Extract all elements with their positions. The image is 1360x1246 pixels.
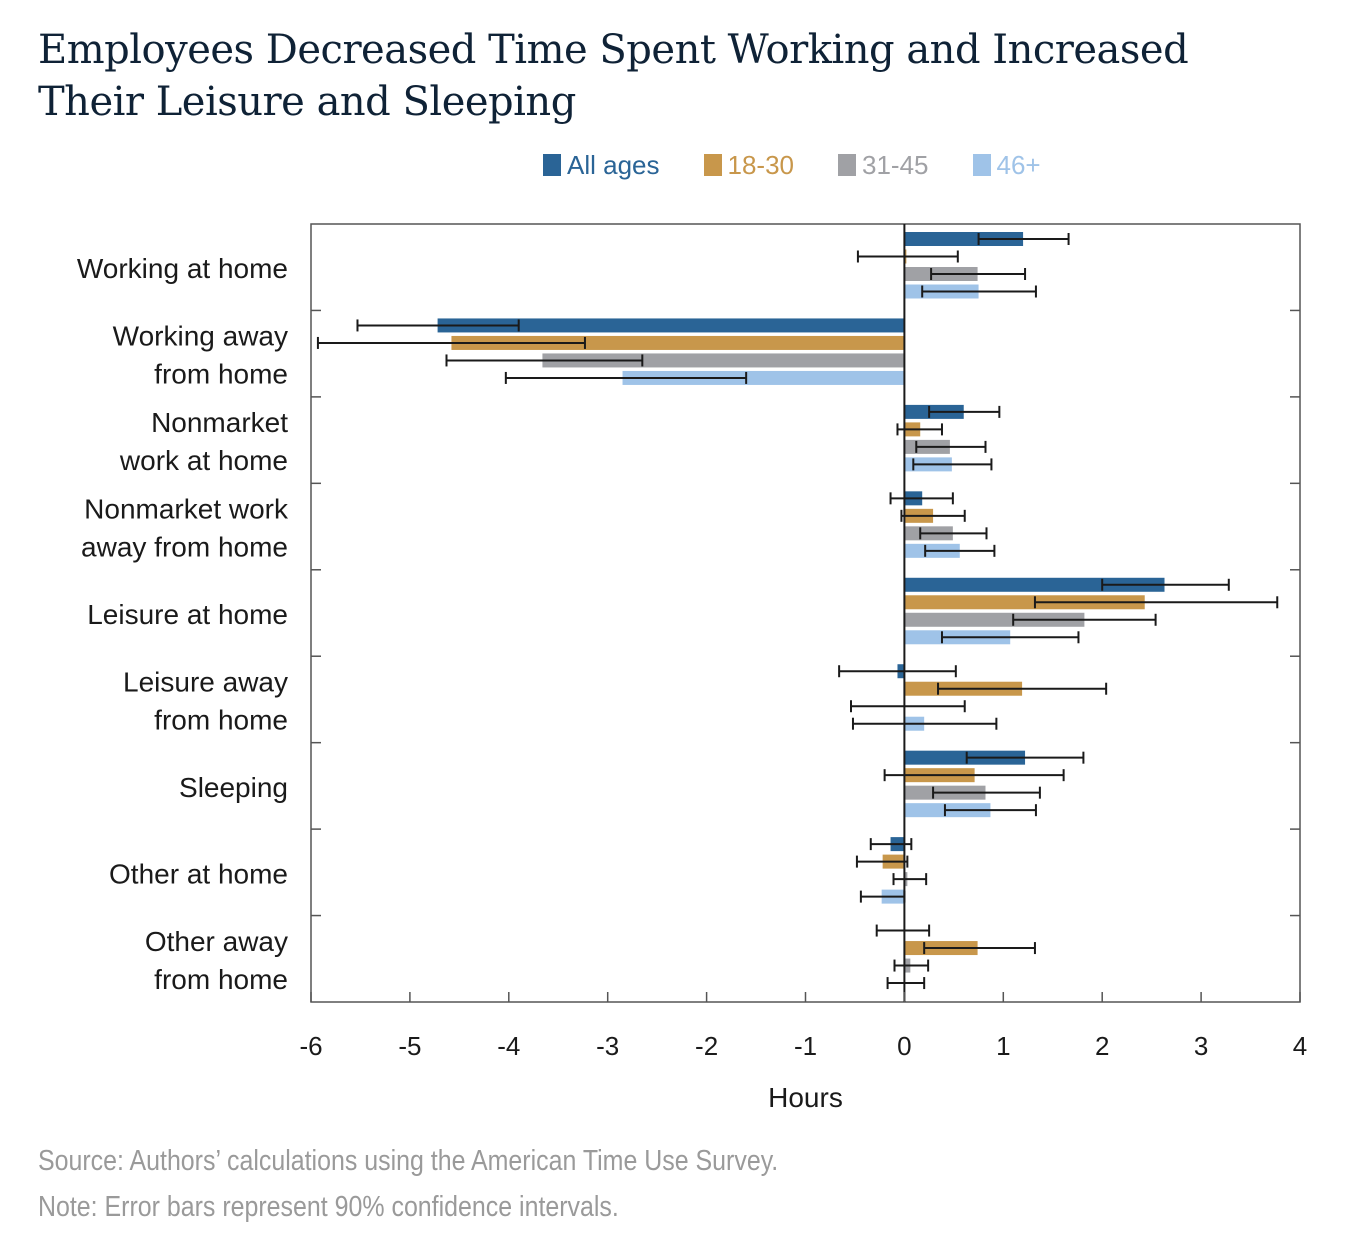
legend-label: 46+ bbox=[996, 149, 1041, 180]
category-label: Leisure at home bbox=[87, 599, 288, 630]
x-tick-label: -4 bbox=[497, 1031, 520, 1061]
footnote: Note: Error bars represent 90% confidenc… bbox=[38, 1191, 619, 1223]
category-label: from home bbox=[154, 359, 288, 390]
x-tick-label: 0 bbox=[897, 1031, 911, 1061]
chart-notes: Source: Authors’ calculations using the … bbox=[38, 1138, 778, 1230]
legend-label: 31-45 bbox=[862, 149, 929, 180]
category-label: from home bbox=[154, 704, 288, 735]
bar bbox=[622, 370, 905, 385]
bar bbox=[451, 335, 905, 350]
x-tick-label: -2 bbox=[695, 1031, 718, 1061]
legend-swatch bbox=[838, 154, 856, 176]
chart-title: Employees Decreased Time Spent Working a… bbox=[38, 27, 1189, 125]
x-axis-title: Hours bbox=[768, 1082, 843, 1113]
x-tick-label: -3 bbox=[596, 1031, 619, 1061]
category-label: Leisure away bbox=[123, 666, 288, 697]
x-tick-label: -6 bbox=[299, 1031, 322, 1061]
bar bbox=[904, 595, 1145, 610]
x-tick-label: 1 bbox=[996, 1031, 1010, 1061]
x-tick-label: 3 bbox=[1194, 1031, 1208, 1061]
category-label: Nonmarket bbox=[151, 407, 288, 438]
bar bbox=[904, 577, 1165, 592]
x-tick-label: -1 bbox=[794, 1031, 817, 1061]
chart-legend: All ages 18-30 31-45 46+ bbox=[543, 148, 1085, 182]
category-label: from home bbox=[154, 964, 288, 995]
x-tick-label: -5 bbox=[398, 1031, 421, 1061]
x-tick-label: 2 bbox=[1095, 1031, 1109, 1061]
category-label: work at home bbox=[119, 445, 288, 476]
legend-item: 18-30 bbox=[703, 149, 795, 181]
category-label: Nonmarket work bbox=[84, 494, 289, 525]
category-label: Sleeping bbox=[179, 772, 288, 803]
legend-swatch bbox=[543, 154, 561, 176]
bar-chart: Working at home Working away from home Nonm… bbox=[77, 223, 1307, 1113]
category-label: Other at home bbox=[109, 858, 288, 889]
bar bbox=[904, 612, 1085, 627]
bar bbox=[904, 750, 1026, 765]
bar bbox=[437, 318, 905, 333]
x-tick-label: 4 bbox=[1293, 1031, 1307, 1061]
legend-label: All ages bbox=[567, 149, 660, 180]
category-label: Other away bbox=[145, 926, 288, 957]
category-label: Working at home bbox=[77, 253, 288, 284]
legend-item: 46+ bbox=[972, 149, 1041, 181]
legend-item: 31-45 bbox=[838, 150, 929, 181]
bar bbox=[542, 353, 905, 368]
legend-swatch bbox=[972, 154, 991, 176]
bar bbox=[904, 232, 1024, 246]
category-label: Working away bbox=[113, 321, 288, 352]
legend-label: 18-30 bbox=[727, 149, 795, 180]
category-label: away from home bbox=[81, 532, 288, 563]
legend-item: All ages bbox=[543, 150, 660, 181]
legend-swatch bbox=[703, 154, 722, 176]
source-note: Source: Authors’ calculations using the … bbox=[38, 1145, 779, 1177]
